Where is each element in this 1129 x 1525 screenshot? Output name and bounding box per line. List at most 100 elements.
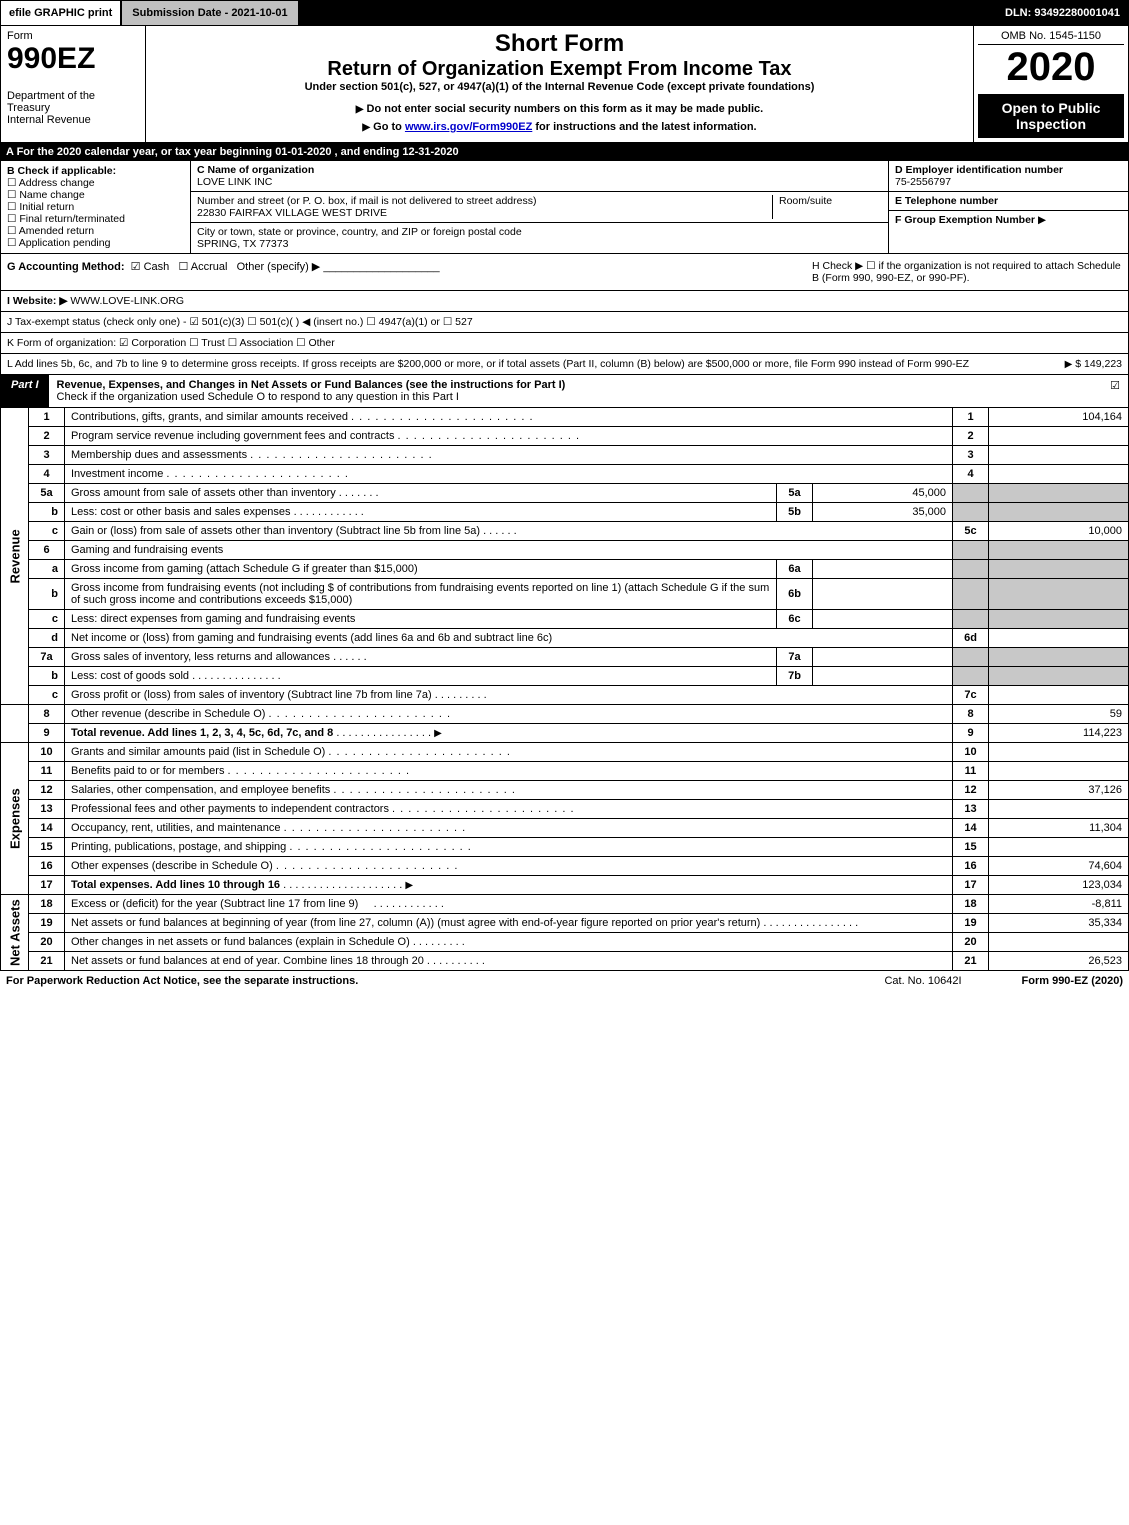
line-outlabel: 18 bbox=[953, 895, 989, 914]
part-i-checkbox[interactable]: ☑ bbox=[1102, 375, 1128, 407]
grey-cell bbox=[953, 648, 989, 667]
line-num: 9 bbox=[29, 724, 65, 743]
inner-value bbox=[813, 560, 953, 579]
line-value: 104,164 bbox=[989, 408, 1129, 427]
box-c: C Name of organization LOVE LINK INC Num… bbox=[191, 161, 888, 253]
line-desc: Total expenses. Add lines 10 through 16 bbox=[71, 879, 280, 891]
chk-amended-return[interactable] bbox=[7, 225, 19, 237]
line-desc: Gain or (loss) from sale of assets other… bbox=[71, 525, 480, 537]
line-value: 10,000 bbox=[989, 522, 1129, 541]
inner-value bbox=[813, 610, 953, 629]
line-value: -8,811 bbox=[989, 895, 1129, 914]
inner-label: 5a bbox=[777, 484, 813, 503]
line-outlabel: 17 bbox=[953, 876, 989, 895]
inner-label: 5b bbox=[777, 503, 813, 522]
line-num: 14 bbox=[29, 819, 65, 838]
line-num: 1 bbox=[29, 408, 65, 427]
line-value bbox=[989, 743, 1129, 762]
grey-cell bbox=[953, 503, 989, 522]
grey-cell bbox=[953, 667, 989, 686]
line-num: 10 bbox=[29, 743, 65, 762]
ssn-warning: Do not enter social security numbers on … bbox=[367, 103, 764, 115]
line-outlabel: 4 bbox=[953, 465, 989, 484]
line-outlabel: 2 bbox=[953, 427, 989, 446]
arrow-icon bbox=[356, 103, 364, 115]
opt-application-pending: Application pending bbox=[19, 237, 111, 249]
line-value: 74,604 bbox=[989, 857, 1129, 876]
inner-value bbox=[813, 579, 953, 610]
chk-application-pending[interactable] bbox=[7, 237, 19, 249]
line-num: 11 bbox=[29, 762, 65, 781]
line-g-h: G Accounting Method: Cash Accrual Other … bbox=[0, 254, 1129, 291]
ein-label: D Employer identification number bbox=[895, 164, 1122, 176]
line-num: b bbox=[29, 667, 65, 686]
line-k-orgform: K Form of organization: ☑ Corporation ☐ … bbox=[0, 333, 1129, 354]
line-outlabel: 20 bbox=[953, 933, 989, 952]
line-desc: Net assets or fund balances at beginning… bbox=[71, 917, 760, 929]
line-num: 17 bbox=[29, 876, 65, 895]
irs-link[interactable]: www.irs.gov/Form990EZ bbox=[405, 121, 532, 133]
addr-label: Number and street (or P. O. box, if mail… bbox=[197, 195, 536, 207]
box-def: D Employer identification number 75-2556… bbox=[888, 161, 1128, 253]
grey-cell bbox=[989, 484, 1129, 503]
chk-address-change[interactable] bbox=[7, 177, 19, 189]
revenue-sidebar: Revenue bbox=[1, 408, 29, 705]
inner-value: 45,000 bbox=[813, 484, 953, 503]
line-outlabel: 12 bbox=[953, 781, 989, 800]
efile-print-label[interactable]: efile GRAPHIC print bbox=[1, 1, 120, 25]
expenses-sidebar: Expenses bbox=[1, 743, 29, 895]
line-desc: Investment income bbox=[71, 468, 163, 480]
line-num: a bbox=[29, 560, 65, 579]
header-center: Short Form Return of Organization Exempt… bbox=[146, 26, 973, 142]
org-city: SPRING, TX 77373 bbox=[197, 238, 882, 250]
line-num: 20 bbox=[29, 933, 65, 952]
org-address: 22830 FAIRFAX VILLAGE WEST DRIVE bbox=[197, 207, 772, 219]
arrow-icon bbox=[1065, 358, 1073, 370]
line-outlabel: 13 bbox=[953, 800, 989, 819]
line-num: b bbox=[29, 503, 65, 522]
chk-accrual[interactable] bbox=[178, 261, 190, 273]
chk-final-return[interactable] bbox=[7, 213, 19, 225]
line-h: H Check ▶ ☐ if the organization is not r… bbox=[812, 260, 1122, 284]
line-value: 11,304 bbox=[989, 819, 1129, 838]
line-desc: Less: direct expenses from gaming and fu… bbox=[65, 610, 777, 629]
line-outlabel: 19 bbox=[953, 914, 989, 933]
pra-notice: For Paperwork Reduction Act Notice, see … bbox=[6, 975, 358, 987]
part-i-header: Part I Revenue, Expenses, and Changes in… bbox=[0, 375, 1129, 408]
line-value: 123,034 bbox=[989, 876, 1129, 895]
opt-other: Other (specify) ▶ bbox=[237, 261, 321, 273]
inner-label: 7b bbox=[777, 667, 813, 686]
room-suite-label: Room/suite bbox=[772, 195, 882, 219]
line-num: c bbox=[29, 686, 65, 705]
form-number-footer: Form 990-EZ (2020) bbox=[1022, 975, 1123, 987]
line-desc: Other revenue (describe in Schedule O) bbox=[71, 708, 265, 720]
arrow-icon: ▶ bbox=[1038, 214, 1046, 226]
line-desc: Total revenue. Add lines 1, 2, 3, 4, 5c,… bbox=[71, 727, 333, 739]
city-label: City or town, state or province, country… bbox=[197, 226, 882, 238]
form-header: Form 990EZ Department of the Treasury In… bbox=[0, 26, 1129, 143]
omb-number: OMB No. 1545-1150 bbox=[978, 30, 1124, 45]
grey-cell bbox=[989, 503, 1129, 522]
part-i-title: Revenue, Expenses, and Changes in Net As… bbox=[57, 379, 566, 391]
chk-initial-return[interactable] bbox=[7, 201, 19, 213]
grey-cell bbox=[989, 541, 1129, 560]
opt-address-change: Address change bbox=[19, 177, 95, 189]
line-desc: Gaming and fundraising events bbox=[65, 541, 953, 560]
line-num: c bbox=[29, 610, 65, 629]
line-num: 15 bbox=[29, 838, 65, 857]
line-num: c bbox=[29, 522, 65, 541]
inner-label: 6a bbox=[777, 560, 813, 579]
grey-cell bbox=[989, 579, 1129, 610]
part-i-table: Revenue 1 Contributions, gifts, grants, … bbox=[0, 408, 1129, 971]
line-desc: Gross sales of inventory, less returns a… bbox=[71, 651, 330, 663]
line-num: 3 bbox=[29, 446, 65, 465]
line-num: 7a bbox=[29, 648, 65, 667]
line-desc: Net income or (loss) from gaming and fun… bbox=[65, 629, 953, 648]
chk-cash[interactable] bbox=[131, 261, 144, 273]
website-value: WWW.LOVE-LINK.ORG bbox=[70, 295, 184, 307]
line-value: 35,334 bbox=[989, 914, 1129, 933]
inner-value bbox=[813, 667, 953, 686]
chk-name-change[interactable] bbox=[7, 189, 19, 201]
line-value bbox=[989, 838, 1129, 857]
under-section: Under section 501(c), 527, or 4947(a)(1)… bbox=[152, 81, 967, 93]
